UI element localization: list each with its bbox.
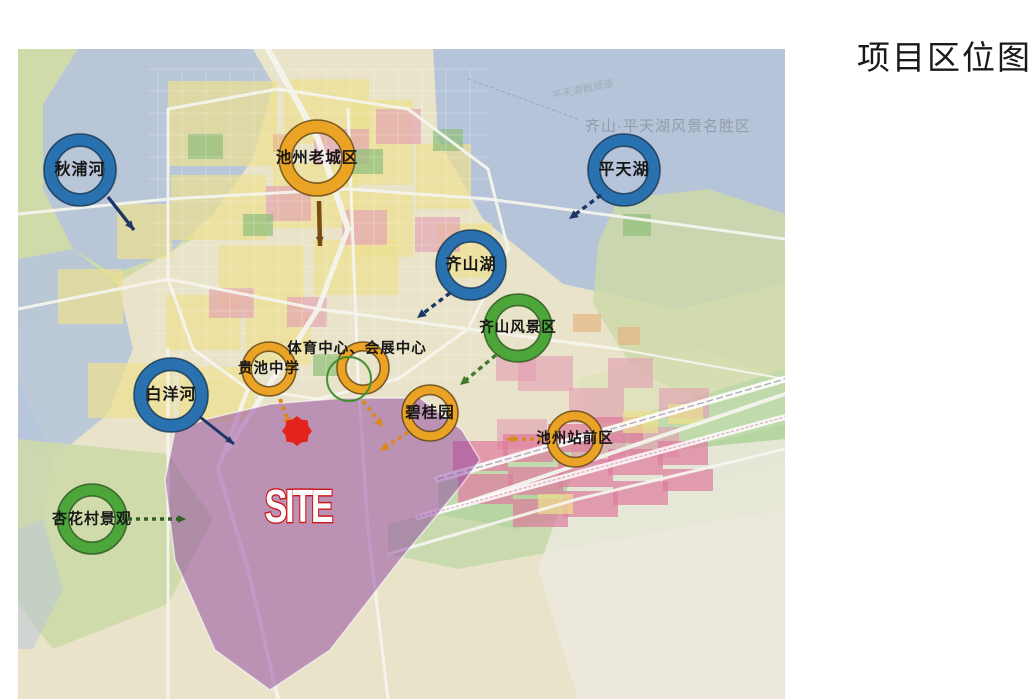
- svg-text:齐山·平天湖风景名胜区: 齐山·平天湖风景名胜区: [585, 118, 751, 135]
- svg-text:池州老城区: 池州老城区: [276, 148, 359, 167]
- svg-text:池州站前区: 池州站前区: [536, 429, 614, 447]
- svg-text:SITE: SITE: [265, 480, 333, 532]
- svg-text:体育中心、会展中心: 体育中心、会展中心: [287, 339, 427, 357]
- svg-text:贵池中学: 贵池中学: [238, 359, 300, 377]
- svg-text:平天湖: 平天湖: [598, 161, 649, 179]
- svg-text:杏花村景观: 杏花村景观: [51, 510, 132, 528]
- svg-text:秋浦河: 秋浦河: [54, 160, 105, 179]
- svg-text:碧桂园: 碧桂园: [404, 403, 455, 422]
- svg-text:齐山风景区: 齐山风景区: [479, 318, 557, 336]
- svg-text:齐山湖: 齐山湖: [445, 255, 496, 274]
- svg-text:白洋河: 白洋河: [145, 385, 196, 404]
